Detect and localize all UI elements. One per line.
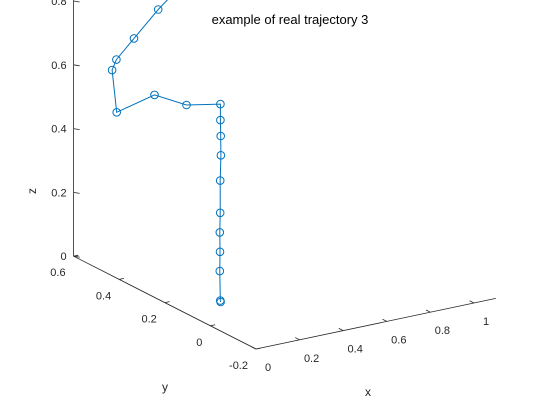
tick-labels: 0 0.2 0.4 0.6 0.8 1 -0.2 0 0.2 0.4 0.6 0 0.2 0.4 0.6 0.…: [50, 0, 489, 374]
x-tick-label: 0: [265, 362, 271, 374]
z-tick-mark: [73, 0, 80, 3]
y-tick-mark: [164, 301, 170, 303]
trajectory-marker: [153, 5, 163, 14]
z-axis-label: z: [25, 188, 39, 194]
trajectory-marker: [215, 247, 225, 257]
x-tick-mark: [338, 328, 344, 331]
trajectory-marker: [150, 90, 159, 100]
trajectory-marker: [216, 99, 225, 109]
x-tick-label: 0.8: [435, 325, 450, 337]
series-layer: [107, 0, 226, 307]
y-axis-line: [73, 255, 257, 350]
z-tick-label: 0: [60, 251, 66, 263]
x-tick-label: 0.2: [304, 353, 319, 365]
trajectory-marker: [215, 208, 225, 218]
x-tick-mark: [469, 300, 475, 304]
x-tick-label: 0.4: [348, 344, 363, 356]
trajectory-marker: [215, 176, 225, 185]
x-tick-mark: [295, 337, 300, 341]
trajectory-marker: [112, 108, 121, 117]
x-axis-line: [255, 298, 496, 350]
trajectory-marker: [107, 65, 117, 75]
z-tick-mark: [73, 192, 80, 194]
trajectory-marker: [129, 34, 139, 43]
z-tick-label: 0.8: [51, 0, 66, 8]
z-tick-label: 0.4: [51, 124, 66, 136]
trajectory-line: [111, 0, 222, 303]
trajectory-marker: [216, 151, 226, 160]
trajectory-marker: [215, 228, 225, 237]
x-tick-label: 1: [483, 316, 489, 328]
trajectory-marker: [216, 115, 225, 125]
y-tick-label: 0.4: [96, 290, 111, 302]
x-tick-mark: [425, 309, 431, 313]
z-tick-mark: [73, 64, 80, 67]
z-tick-mark: [73, 128, 80, 130]
trajectory-marker: [215, 266, 225, 276]
y-tick-mark: [119, 277, 125, 280]
z-tick-label: 0.2: [51, 187, 66, 199]
axes: [73, 0, 496, 350]
trajectory-marker: [182, 100, 191, 110]
y-tick-label: 0.6: [50, 267, 65, 279]
trajectory-marker: [112, 55, 121, 64]
y-tick-mark: [255, 347, 261, 350]
chart-title: example of real trajectory 3: [212, 12, 369, 27]
z-tick-label: 0.6: [51, 60, 66, 72]
y-tick-label: 0: [196, 337, 202, 349]
x-tick-mark: [382, 318, 387, 322]
x-tick-label: 0.6: [391, 334, 406, 346]
x-axis-label: x: [365, 385, 371, 399]
y-tick-label: -0.2: [229, 360, 248, 372]
trajectory-marker: [216, 296, 225, 305]
y-tick-label: 0.2: [142, 314, 157, 326]
y-axis-label: y: [162, 380, 168, 394]
y-tick-mark: [210, 324, 216, 327]
trajectory-marker: [216, 131, 225, 141]
z-tick-mark: [73, 255, 80, 258]
